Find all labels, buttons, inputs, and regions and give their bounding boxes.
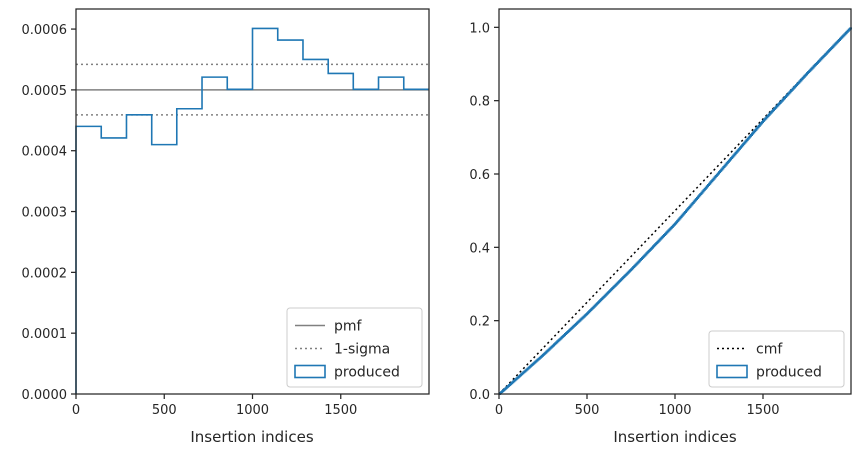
left-y-tick-label-3: 0.0003 (22, 206, 68, 221)
right-x-tick-label-2: 1000 (658, 403, 691, 418)
right-y-tick-label-1: 0.2 (469, 315, 490, 330)
right-chart: 0 500 1000 1500 0.0 0.2 0.4 0.6 0.8 1.0 cmf produc… (469, 8, 852, 446)
left-produced-step-line (75, 27, 429, 394)
left-x-tick-label-0: 0 (72, 403, 80, 418)
right-y-tick-label-3: 0.6 (469, 168, 490, 183)
right-x-tick-label-3: 1500 (746, 403, 779, 418)
right-y-tick-label-5: 1.0 (469, 21, 490, 36)
right-y-tick-label-0: 0.0 (469, 388, 490, 403)
left-x-axis-label: Insertion indices (190, 428, 313, 446)
left-legend-frame (286, 307, 423, 388)
right-legend-swatch-1 (716, 364, 748, 379)
left-y-tick-label-5: 0.0005 (22, 84, 68, 99)
right-legend: cmf produced (708, 330, 845, 388)
left-legend-label-0: pmf (334, 319, 363, 335)
right-y-tick-label-2: 0.4 (469, 241, 490, 256)
right-legend-label-0: cmf (756, 342, 783, 358)
left-legend: pmf 1-sigma produced (286, 307, 423, 388)
left-x-tick-label-3: 1500 (324, 403, 357, 418)
right-x-tick-label-0: 0 (495, 403, 503, 418)
left-chart: 0 500 1000 1500 0.0000 0.0001 0.0002 0.0003 0.00… (22, 8, 430, 446)
left-x-tick-label-2: 1000 (236, 403, 269, 418)
left-legend-label-1: 1-sigma (334, 342, 390, 358)
left-y-tick-label-0: 0.0000 (22, 388, 68, 403)
right-legend-frame (708, 330, 845, 388)
right-legend-label-1: produced (756, 365, 822, 381)
left-y-tick-label-6: 0.0006 (22, 23, 68, 38)
left-y-tick-label-1: 0.0001 (22, 327, 68, 342)
left-x-tick-label-1: 500 (152, 403, 177, 418)
left-legend-label-2: produced (334, 365, 400, 381)
right-x-axis-label: Insertion indices (613, 428, 736, 446)
left-legend-swatch-2 (294, 364, 326, 379)
right-x-tick-label-1: 500 (575, 403, 600, 418)
left-y-tick-label-2: 0.0002 (22, 266, 68, 281)
left-y-tick-label-4: 0.0004 (22, 145, 68, 160)
right-y-tick-label-4: 0.8 (469, 95, 490, 110)
right-produced-line (499, 27, 852, 395)
